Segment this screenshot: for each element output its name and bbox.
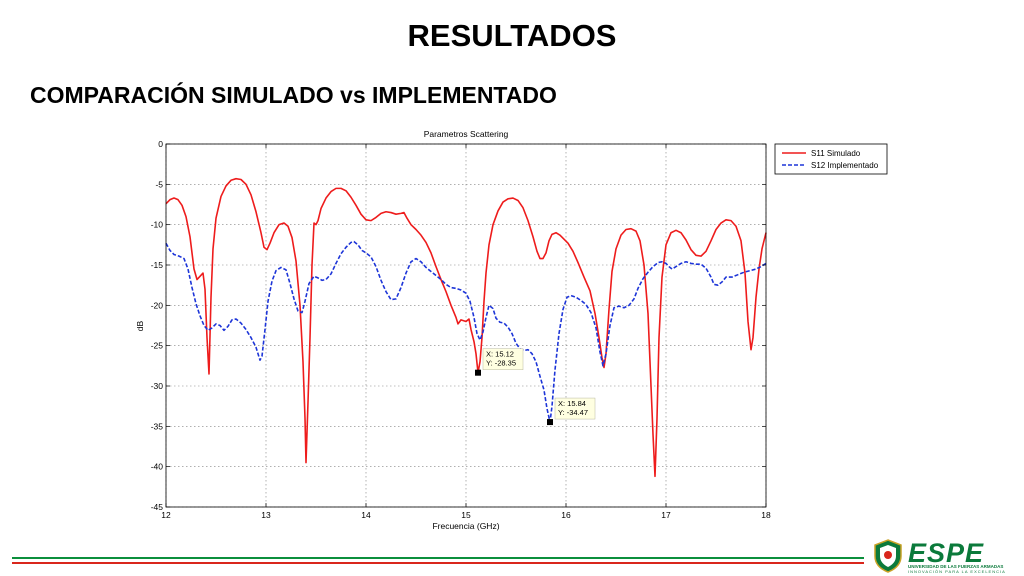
datatip-text: Y: -34.47 — [558, 408, 588, 417]
datatip-box — [482, 348, 524, 370]
y-tick-label: -25 — [151, 341, 164, 351]
chart-annotations: X: 15.12Y: -28.35 X: 15.84Y: -34.47 — [475, 348, 596, 426]
datatip-marker — [475, 369, 481, 376]
s11-simulado-line — [165, 177, 767, 478]
y-tick-label: 0 — [158, 139, 163, 149]
logo-tagline-1: UNIVERSIDAD DE LAS FUERZAS ARMADAS — [908, 564, 1004, 569]
x-axis-label: Frecuencia (GHz) — [432, 521, 499, 531]
logo-name: ESPE — [908, 538, 985, 568]
x-tick-label: 15 — [461, 510, 471, 520]
chart-grid — [165, 143, 767, 508]
chart-legend: S11 Simulado S12 Implementado — [774, 143, 888, 175]
datatip-marker — [547, 419, 553, 426]
x-tick-label: 14 — [361, 510, 371, 520]
y-tick-label: -45 — [151, 502, 164, 512]
x-tick-label: 18 — [761, 510, 771, 520]
slide-title: RESULTADOS — [407, 18, 617, 53]
datatip-text: X: 15.84 — [558, 399, 586, 408]
legend-s11-label: S11 Simulado — [811, 149, 861, 158]
y-tick-label: -40 — [151, 462, 164, 472]
chart-series — [165, 177, 767, 478]
logo-tagline-2: INNOVACIÓN PARA LA EXCELENCIA — [908, 569, 1006, 574]
y-tick-label: -10 — [151, 220, 164, 230]
footer-green-line — [12, 557, 864, 559]
y-axis-label: dB — [135, 320, 145, 331]
x-tick-label: 12 — [161, 510, 171, 520]
y-tick-label: -30 — [151, 381, 164, 391]
x-tick-label: 13 — [261, 510, 271, 520]
chart-ticks: 12 13 14 15 16 17 18 0 -5 -10 -15 -20 -25 -30 -35 -40 -4… — [151, 139, 771, 520]
x-tick-label: 17 — [661, 510, 671, 520]
s12-implementado-line — [165, 240, 767, 423]
y-tick-label: -20 — [151, 300, 164, 310]
espe-logo: ESPE UNIVERSIDAD DE LAS FUERZAS ARMADAS … — [868, 538, 1018, 574]
slide-subtitle: COMPARACIÓN SIMULADO vs IMPLEMENTADO — [30, 82, 557, 108]
datatip-text: X: 15.12 — [486, 350, 514, 359]
legend-box — [774, 143, 888, 175]
footer-red-line — [12, 562, 864, 564]
datatip-box — [554, 397, 596, 420]
legend-s12-label: S12 Implementado — [811, 161, 879, 170]
datatip-text: Y: -28.35 — [486, 359, 516, 368]
y-tick-label: -35 — [151, 421, 164, 431]
x-tick-label: 16 — [561, 510, 571, 520]
espe-crest-icon — [874, 539, 902, 573]
y-tick-label: -15 — [151, 260, 164, 270]
chart-title: Parametros Scattering — [424, 129, 509, 139]
y-tick-label: -5 — [155, 179, 163, 189]
